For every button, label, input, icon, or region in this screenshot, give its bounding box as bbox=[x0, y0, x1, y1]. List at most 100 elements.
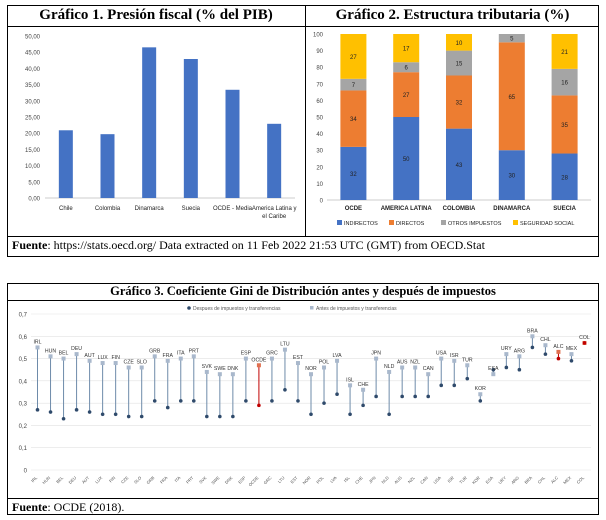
chart3-after-marker bbox=[283, 387, 287, 392]
chart2-legend-swatch bbox=[441, 220, 446, 225]
chart3-xtick-label: IRL bbox=[30, 475, 39, 484]
chart2-bar-segment bbox=[446, 50, 472, 76]
chart3-before-marker bbox=[569, 352, 574, 357]
chart3-point-label: AUT bbox=[84, 353, 95, 359]
footer2: Fuente: OCDE (2018). bbox=[12, 500, 124, 515]
chart3-xtick-label: TUR bbox=[458, 475, 468, 485]
chart2-bar-segment bbox=[340, 146, 367, 200]
chart3-after-marker bbox=[35, 408, 40, 412]
chart3-after-marker bbox=[87, 410, 92, 414]
chart2-bar-segment bbox=[393, 34, 420, 63]
chart3-before-marker bbox=[413, 365, 418, 370]
chart2-bar-segment bbox=[551, 153, 578, 200]
chart1-xtick-label: America Latina y el Caribe bbox=[252, 206, 297, 220]
chart3-point-label: BRA bbox=[527, 328, 538, 334]
chart3-xtick-label: SWE bbox=[210, 475, 220, 485]
chart3-after-marker bbox=[100, 412, 105, 417]
chart3-point-label: SWE bbox=[214, 366, 226, 372]
chart2-data-label: 35 bbox=[561, 123, 568, 129]
chart3-after-marker bbox=[74, 408, 79, 412]
chart1-ytick-label: 5,00 bbox=[28, 180, 40, 186]
chart3-xtick-label: NLD bbox=[380, 475, 389, 484]
footer2-text: : OCDE (2018). bbox=[47, 500, 125, 514]
chart3-xtick-label: JPN bbox=[368, 475, 377, 484]
chart1-title: Gráfico 1. Presión fiscal (% del PIB) bbox=[39, 7, 273, 23]
chart3-xtick-label: HUN bbox=[41, 475, 51, 485]
chart3-xtick-label: CAN bbox=[419, 475, 429, 485]
chart2-title: Gráfico 2. Estructura tributaria (%) bbox=[335, 7, 570, 23]
chart3-xtick-label: COL bbox=[576, 475, 586, 485]
chart3-after-marker bbox=[139, 414, 144, 419]
chart2-legend-label: DIRECTOS bbox=[396, 221, 425, 227]
chart3-before-marker bbox=[204, 369, 209, 374]
chart2-bar-segment bbox=[446, 34, 472, 51]
chart3-ytick-label: 0,3 bbox=[19, 402, 28, 408]
chart3-xtick-label: LVA bbox=[329, 475, 338, 484]
chart2-ytick-label: 50 bbox=[316, 116, 323, 122]
chart2-data-label: 5 bbox=[510, 37, 514, 43]
chart1-ytick-label: 40,00 bbox=[25, 67, 41, 73]
chart3-xtick-label: PRT bbox=[185, 475, 195, 485]
chart1-xtick-label: Suecia bbox=[182, 206, 201, 212]
chart2-xtick-label: COLOMBIA bbox=[443, 206, 476, 212]
chart1-xtick-label: OCDE - Media bbox=[213, 206, 253, 212]
chart3-before-marker bbox=[243, 356, 248, 361]
chart3-point-label: KOR bbox=[475, 386, 486, 392]
chart3-xtick-label: CHL bbox=[537, 475, 547, 485]
chart3-after-marker bbox=[530, 345, 535, 350]
chart3-xtick-label: CHE bbox=[354, 475, 364, 485]
chart3-after-marker bbox=[165, 405, 170, 410]
chart3-before-marker bbox=[426, 372, 431, 377]
chart3-after-marker bbox=[335, 392, 339, 397]
chart3-xtick-label: EST bbox=[289, 475, 299, 485]
chart2-data-label: 21 bbox=[561, 50, 568, 56]
chart3-point-label: GRC bbox=[266, 351, 278, 357]
chart3-xtick-label: ISR bbox=[446, 475, 454, 483]
footer2-label: Fuente bbox=[12, 500, 48, 514]
chart3-before-marker bbox=[348, 383, 353, 388]
chart3-xtick-label: USA bbox=[432, 475, 442, 485]
chart3-point-label: CZE bbox=[123, 359, 134, 365]
chart3-xtick-label: BRA bbox=[523, 475, 533, 485]
chart3-after-marker bbox=[348, 412, 352, 417]
chart3-xtick-label: AUT bbox=[81, 475, 91, 485]
chart3-xtick-label: POL bbox=[315, 475, 325, 485]
chart3-before-marker bbox=[530, 334, 535, 339]
chart2-data-label: 10 bbox=[456, 41, 463, 47]
chart1-bar bbox=[183, 59, 198, 198]
chart3-point-label: DNK bbox=[227, 366, 238, 372]
chart3-xtick-label: CZE bbox=[120, 475, 130, 485]
chart3-after-marker bbox=[296, 399, 300, 403]
chart3-after-marker bbox=[48, 410, 53, 414]
chart2-bar-segment bbox=[498, 42, 525, 151]
chart1-ytick-label: 10,00 bbox=[25, 164, 41, 170]
chart3-after-marker bbox=[244, 399, 248, 403]
chart3-point-label: CHL bbox=[540, 337, 550, 343]
chart2-data-label: 32 bbox=[456, 101, 463, 107]
bottom-title-line bbox=[7, 300, 599, 301]
chart3-legend-label-before: Antes de impuestos y transferencias bbox=[316, 306, 397, 312]
chart3-ytick-label: 0 bbox=[24, 469, 28, 475]
chart3-before-marker bbox=[217, 372, 222, 377]
chart3-point-label: JPN bbox=[371, 351, 381, 357]
chart3-after-marker bbox=[361, 403, 365, 408]
chart3-point-label: NLD bbox=[384, 364, 395, 370]
chart2-ytick-label: 30 bbox=[316, 149, 323, 155]
chart3-before-marker bbox=[465, 363, 470, 368]
chart3-after-marker bbox=[374, 394, 378, 399]
chart3-point-label: LUX bbox=[98, 355, 109, 361]
chart1-ytick-label: 20,00 bbox=[25, 132, 41, 138]
chart3-before-marker bbox=[504, 352, 509, 357]
chart3-before-marker bbox=[452, 358, 457, 363]
chart1-bar bbox=[142, 47, 157, 199]
chart3-before-marker bbox=[491, 372, 496, 377]
chart3-xtick-label: ARG bbox=[510, 475, 520, 485]
chart3-xtick-label: LUX bbox=[94, 475, 103, 484]
chart3-point-label: SVK bbox=[202, 364, 213, 370]
chart3-before-marker bbox=[152, 354, 157, 359]
chart3-after-marker bbox=[257, 403, 261, 408]
chart3-point-label: SLO bbox=[137, 359, 147, 365]
chart3-before-marker bbox=[439, 356, 444, 361]
chart1-ytick-label: 0,00 bbox=[28, 197, 40, 203]
chart2-xtick-label: AMERICA LATINA bbox=[381, 206, 433, 212]
